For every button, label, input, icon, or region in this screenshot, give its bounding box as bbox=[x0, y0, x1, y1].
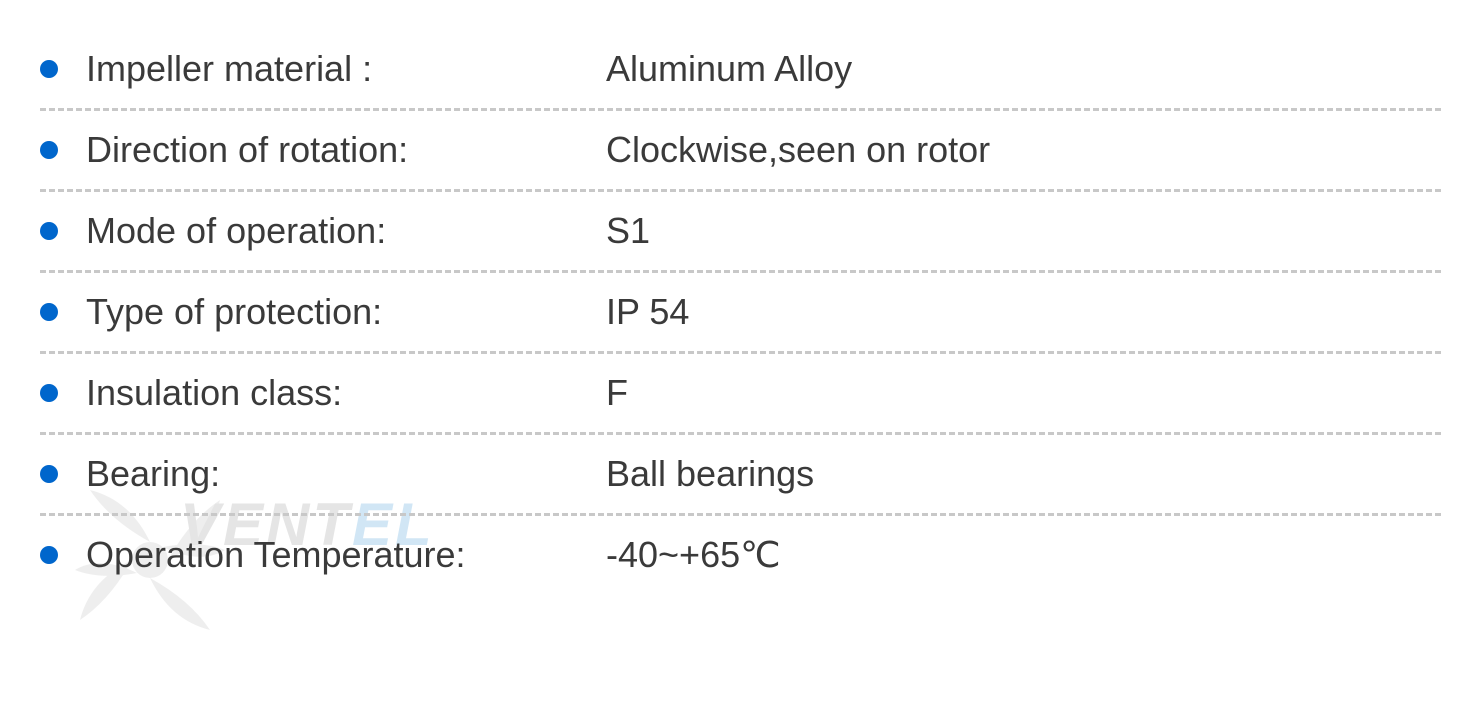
bullet-icon bbox=[40, 303, 58, 321]
bullet-icon bbox=[40, 222, 58, 240]
bullet-icon bbox=[40, 546, 58, 564]
spec-label: Bearing: bbox=[86, 453, 606, 495]
spec-label: Impeller material : bbox=[86, 48, 606, 90]
spec-value: Ball bearings bbox=[606, 453, 814, 495]
spec-value: IP 54 bbox=[606, 291, 689, 333]
bullet-icon bbox=[40, 60, 58, 78]
spec-list: Impeller material : Aluminum Alloy Direc… bbox=[40, 30, 1441, 594]
bullet-icon bbox=[40, 141, 58, 159]
spec-label: Mode of operation: bbox=[86, 210, 606, 252]
spec-label: Operation Temperature: bbox=[86, 534, 606, 576]
spec-value: S1 bbox=[606, 210, 650, 252]
bullet-icon bbox=[40, 384, 58, 402]
spec-row: Type of protection: IP 54 bbox=[40, 273, 1441, 354]
spec-row: Direction of rotation: Clockwise,seen on… bbox=[40, 111, 1441, 192]
spec-row: Operation Temperature: -40~+65℃ bbox=[40, 516, 1441, 594]
spec-label: Direction of rotation: bbox=[86, 129, 606, 171]
spec-row: Mode of operation: S1 bbox=[40, 192, 1441, 273]
spec-row: Bearing: Ball bearings bbox=[40, 435, 1441, 516]
spec-value: F bbox=[606, 372, 628, 414]
spec-value: Clockwise,seen on rotor bbox=[606, 129, 990, 171]
spec-row: Insulation class: F bbox=[40, 354, 1441, 435]
bullet-icon bbox=[40, 465, 58, 483]
spec-label: Type of protection: bbox=[86, 291, 606, 333]
spec-value: Aluminum Alloy bbox=[606, 48, 852, 90]
spec-label: Insulation class: bbox=[86, 372, 606, 414]
spec-row: Impeller material : Aluminum Alloy bbox=[40, 30, 1441, 111]
spec-value: -40~+65℃ bbox=[606, 534, 781, 576]
